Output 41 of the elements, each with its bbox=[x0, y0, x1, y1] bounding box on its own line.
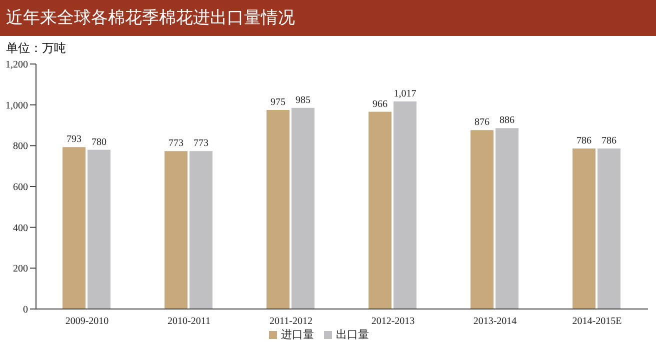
bar bbox=[88, 150, 111, 309]
bar bbox=[394, 101, 417, 309]
x-tick-label: 2013-2014 bbox=[473, 316, 517, 328]
data-label: 966 bbox=[372, 98, 388, 110]
x-tick-label: 2010-2011 bbox=[168, 316, 210, 328]
legend-label: 进口量 bbox=[281, 329, 314, 341]
chart-subtitle: 单位：万吨 bbox=[5, 40, 67, 57]
bar bbox=[470, 130, 494, 309]
bar bbox=[598, 148, 621, 309]
bar bbox=[62, 147, 86, 309]
bar bbox=[266, 110, 290, 309]
data-label: 886 bbox=[500, 115, 515, 126]
y-tick-label: 600 bbox=[13, 182, 28, 194]
data-label: 985 bbox=[296, 94, 311, 106]
y-tick-label: 1,200 bbox=[6, 60, 28, 71]
data-label: 786 bbox=[602, 136, 617, 147]
bar bbox=[164, 151, 188, 309]
legend-label: 出口量 bbox=[336, 329, 369, 341]
data-label: 780 bbox=[92, 136, 107, 148]
bar bbox=[572, 148, 596, 309]
y-tick-label: 200 bbox=[13, 264, 28, 275]
y-tick-label: 400 bbox=[13, 222, 28, 234]
y-tick-label: 800 bbox=[13, 141, 28, 152]
x-tick-label: 2014-2015E bbox=[572, 316, 622, 328]
data-label: 975 bbox=[270, 96, 286, 108]
bar bbox=[496, 128, 519, 309]
x-tick-label: 2012-2013 bbox=[371, 316, 415, 328]
data-label: 786 bbox=[576, 136, 592, 147]
y-tick-label: 0 bbox=[23, 304, 28, 316]
chart-title: 近年来全球各棉花季棉花进出口量情况 bbox=[0, 0, 656, 36]
data-label: 876 bbox=[474, 117, 490, 128]
data-label: 773 bbox=[168, 138, 184, 150]
x-tick-label: 2009-2010 bbox=[65, 316, 109, 328]
x-tick-label: 2011-2012 bbox=[270, 316, 312, 328]
data-label: 773 bbox=[194, 138, 209, 150]
bar bbox=[292, 108, 315, 309]
y-tick-label: 1,000 bbox=[6, 100, 28, 112]
data-label: 793 bbox=[66, 134, 82, 146]
bar bbox=[368, 112, 392, 309]
data-label: 1,017 bbox=[394, 88, 416, 100]
bar bbox=[190, 151, 213, 309]
